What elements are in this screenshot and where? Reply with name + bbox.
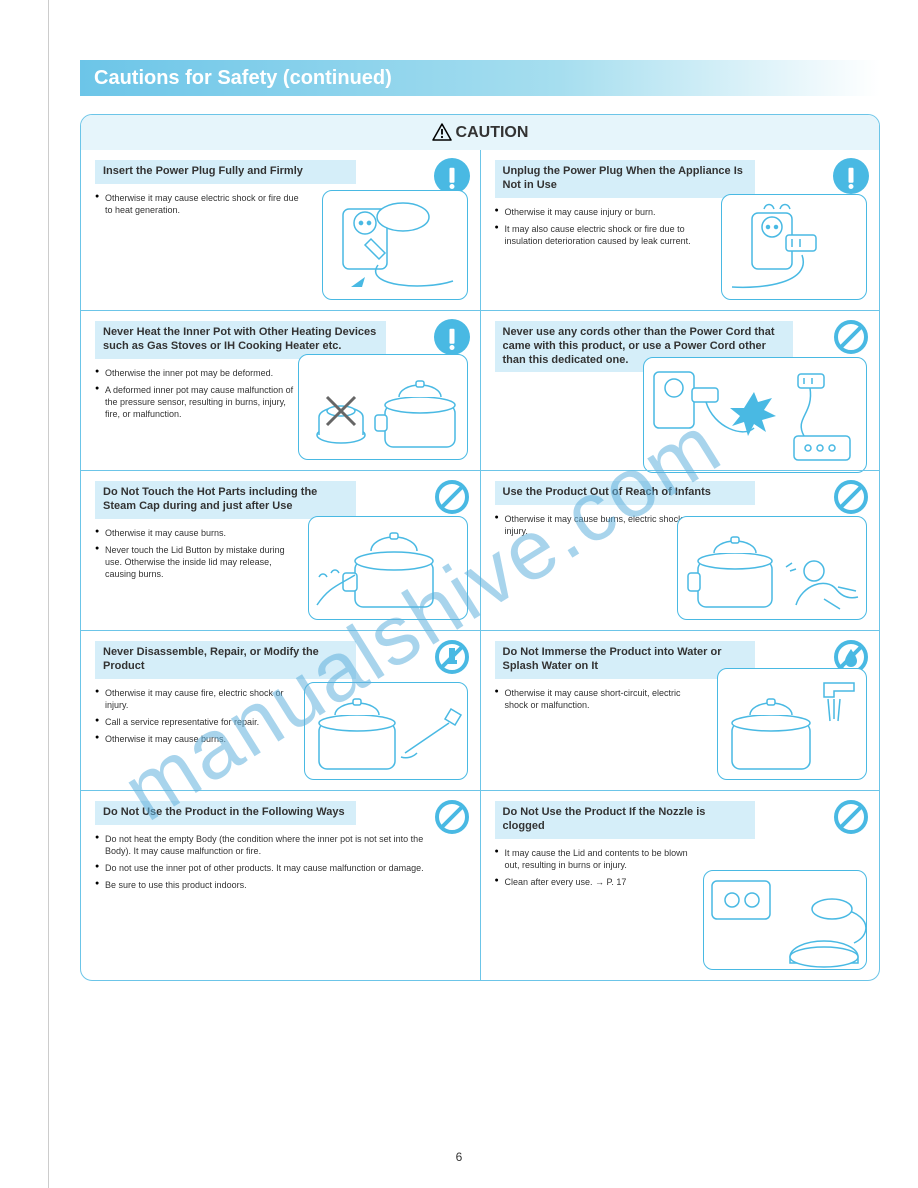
bullet: Otherwise the inner pot may be deformed. xyxy=(95,367,300,379)
illustration xyxy=(703,870,867,970)
caution-cell: Do Not Touch the Hot Parts including the… xyxy=(81,470,480,630)
illustration xyxy=(298,354,468,460)
caution-cell: Do Not Use the Product If the Nozzle is … xyxy=(481,790,880,980)
bullet: Do not use the inner pot of other produc… xyxy=(95,862,449,874)
cell-title: Do Not Use the Product in the Following … xyxy=(95,801,356,825)
bullet: Call a service representative for repair… xyxy=(95,716,300,728)
tab: Warranty xyxy=(602,40,638,60)
cell-bullets: It may cause the Lid and contents to be … xyxy=(495,847,689,888)
cell-bullets: Otherwise it may cause burns, electric s… xyxy=(495,513,700,537)
caution-cell: Do Not Use the Product in the Following … xyxy=(81,790,480,980)
tab: Troubleshooting xyxy=(492,40,556,60)
prohibit-icon xyxy=(434,799,470,835)
tab: Cautions xyxy=(153,40,189,60)
bullet: It may also cause electric shock or fire… xyxy=(495,223,700,247)
cell-bullets: Otherwise the inner pot may be deformed.… xyxy=(95,367,300,421)
cell-title: Unplug the Power Plug When the Appliance… xyxy=(495,160,756,198)
cell-bullets: Otherwise it may cause short-circuit, el… xyxy=(495,687,700,711)
bullet: Otherwise it may cause short-circuit, el… xyxy=(495,687,700,711)
warning-icon xyxy=(432,123,452,141)
cell-title: Never Heat the Inner Pot with Other Heat… xyxy=(95,321,386,359)
bullet: Never touch the Lid Button by mistake du… xyxy=(95,544,300,580)
mandatory-icon xyxy=(434,319,470,355)
cell-bullets: Otherwise it may cause fire, electric sh… xyxy=(95,687,300,746)
bullet: Otherwise it may cause electric shock or… xyxy=(95,192,300,216)
caution-cell: Do Not Immerse the Product into Water or… xyxy=(481,630,880,790)
tab: Cooking xyxy=(332,40,365,60)
caution-cell: Never Disassemble, Repair, or Modify the… xyxy=(81,630,480,790)
cell-bullets: Do not heat the empty Body (the conditio… xyxy=(95,833,449,892)
illustration xyxy=(677,516,867,620)
prohibit-icon xyxy=(833,319,869,355)
illustration xyxy=(304,682,468,780)
prohibit-icon xyxy=(833,479,869,515)
caution-grid: Insert the Power Plug Fully and Firmly O… xyxy=(81,150,879,980)
tab: Parts xyxy=(86,40,107,60)
page-title: Cautions for Safety (continued) xyxy=(80,60,880,96)
illustration xyxy=(643,357,867,473)
illustration xyxy=(717,668,867,780)
bullet: Be sure to use this product indoors. xyxy=(95,879,449,891)
bullet: Otherwise it may cause burns. xyxy=(95,733,300,745)
prohibit-icon xyxy=(434,479,470,515)
illustration xyxy=(721,194,867,300)
margin-rule xyxy=(48,0,49,1188)
cell-bullets: Otherwise it may cause injury or burn. I… xyxy=(495,206,700,247)
cell-bullets: Otherwise it may cause burns. Never touc… xyxy=(95,527,300,581)
cell-bullets: Otherwise it may cause electric shock or… xyxy=(95,192,300,216)
tab: Cleaning xyxy=(411,40,447,60)
cell-title: Never Disassemble, Repair, or Modify the… xyxy=(95,641,356,679)
caution-cell: Never use any cords other than the Power… xyxy=(481,310,880,470)
page-content: Parts Cautions Preparations Cooking Clea… xyxy=(80,40,880,981)
caution-cell: Unplug the Power Plug When the Appliance… xyxy=(481,150,880,310)
bullet: It may cause the Lid and contents to be … xyxy=(495,847,689,871)
caution-heading: CAUTION xyxy=(81,115,879,150)
caution-cell: Use the Product Out of Reach of Infants … xyxy=(481,470,880,630)
no-disassemble-icon xyxy=(434,639,470,675)
mandatory-icon xyxy=(434,158,470,194)
cell-title: Do Not Immerse the Product into Water or… xyxy=(495,641,756,679)
caution-label: CAUTION xyxy=(456,124,529,141)
page-number: 6 xyxy=(456,1150,463,1164)
caution-cell: Never Heat the Inner Pot with Other Heat… xyxy=(81,310,480,470)
illustration xyxy=(308,516,468,620)
cell-title: Use the Product Out of Reach of Infants xyxy=(495,481,756,505)
cell-title: Insert the Power Plug Fully and Firmly xyxy=(95,160,356,184)
bullet: Otherwise it may cause fire, electric sh… xyxy=(95,687,300,711)
bullet: Clean after every use. → P. 17 xyxy=(495,876,689,888)
tab-row: Parts Cautions Preparations Cooking Clea… xyxy=(80,40,880,60)
prohibit-icon xyxy=(833,799,869,835)
mandatory-icon xyxy=(833,158,869,194)
caution-cell: Insert the Power Plug Fully and Firmly O… xyxy=(81,150,480,310)
bullet: Do not heat the empty Body (the conditio… xyxy=(95,833,449,857)
bullet: A deformed inner pot may cause malfuncti… xyxy=(95,384,300,420)
bullet: Otherwise it may cause burns. xyxy=(95,527,300,539)
bullet: Otherwise it may cause burns, electric s… xyxy=(495,513,700,537)
caution-panel: CAUTION Insert the Power Plug Fully and … xyxy=(80,114,880,981)
cell-title: Do Not Use the Product If the Nozzle is … xyxy=(495,801,756,839)
bullet: Otherwise it may cause injury or burn. xyxy=(495,206,700,218)
illustration xyxy=(322,190,468,300)
cell-title: Do Not Touch the Hot Parts including the… xyxy=(95,481,356,519)
tab: Preparations xyxy=(235,40,286,60)
